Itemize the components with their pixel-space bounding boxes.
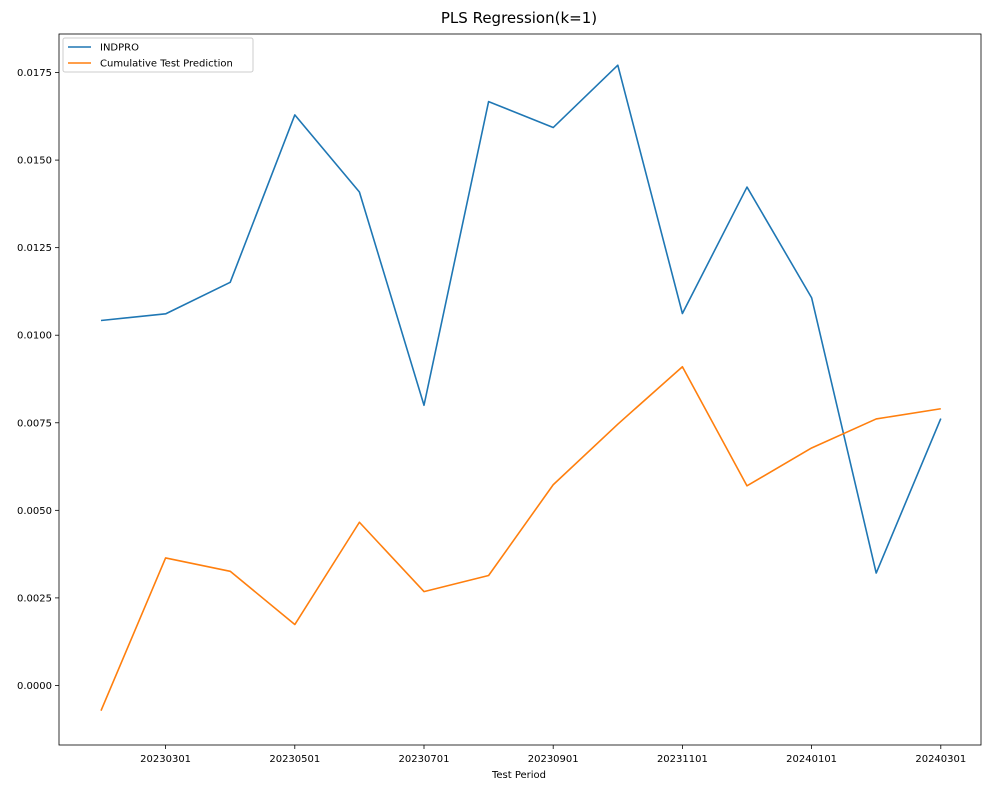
y-tick-label: 0.0100 <box>17 331 52 342</box>
y-tick-label: 0.0025 <box>17 593 52 604</box>
y-tick-label: 0.0075 <box>17 418 52 429</box>
chart-title: PLS Regression(k=1) <box>441 9 597 27</box>
x-tick-label: 20230301 <box>140 754 191 765</box>
series-line-1 <box>100 64 942 574</box>
plot-frame <box>58 33 982 746</box>
y-tick-label: 0.0175 <box>17 68 52 79</box>
plot-area: 0.0000 0.0025 0.0050 0.0075 0.0100 0.0125 0.01… <box>17 33 982 765</box>
x-tick-label: 20240101 <box>786 754 837 765</box>
x-tick-label: 20230701 <box>399 754 450 765</box>
y-tick-label: 0.0000 <box>17 681 52 692</box>
x-tick-label: 20231101 <box>657 754 708 765</box>
y-tick-label: 0.0150 <box>17 156 52 167</box>
y-tick-label: 0.0050 <box>17 506 52 517</box>
legend: INDPRO Cumulative Test Prediction <box>62 37 254 73</box>
x-tick-label: 20240301 <box>915 754 966 765</box>
legend-label: Cumulative Test Prediction <box>100 59 233 70</box>
series-line-2 <box>100 365 941 711</box>
legend-box <box>62 37 254 73</box>
x-axis-label: Test Period <box>491 770 546 781</box>
x-tick-label: 20230501 <box>269 754 320 765</box>
y-tick-label: 0.0125 <box>17 243 52 254</box>
legend-label: INDPRO <box>100 43 139 54</box>
x-tick-label: 20230901 <box>528 754 579 765</box>
